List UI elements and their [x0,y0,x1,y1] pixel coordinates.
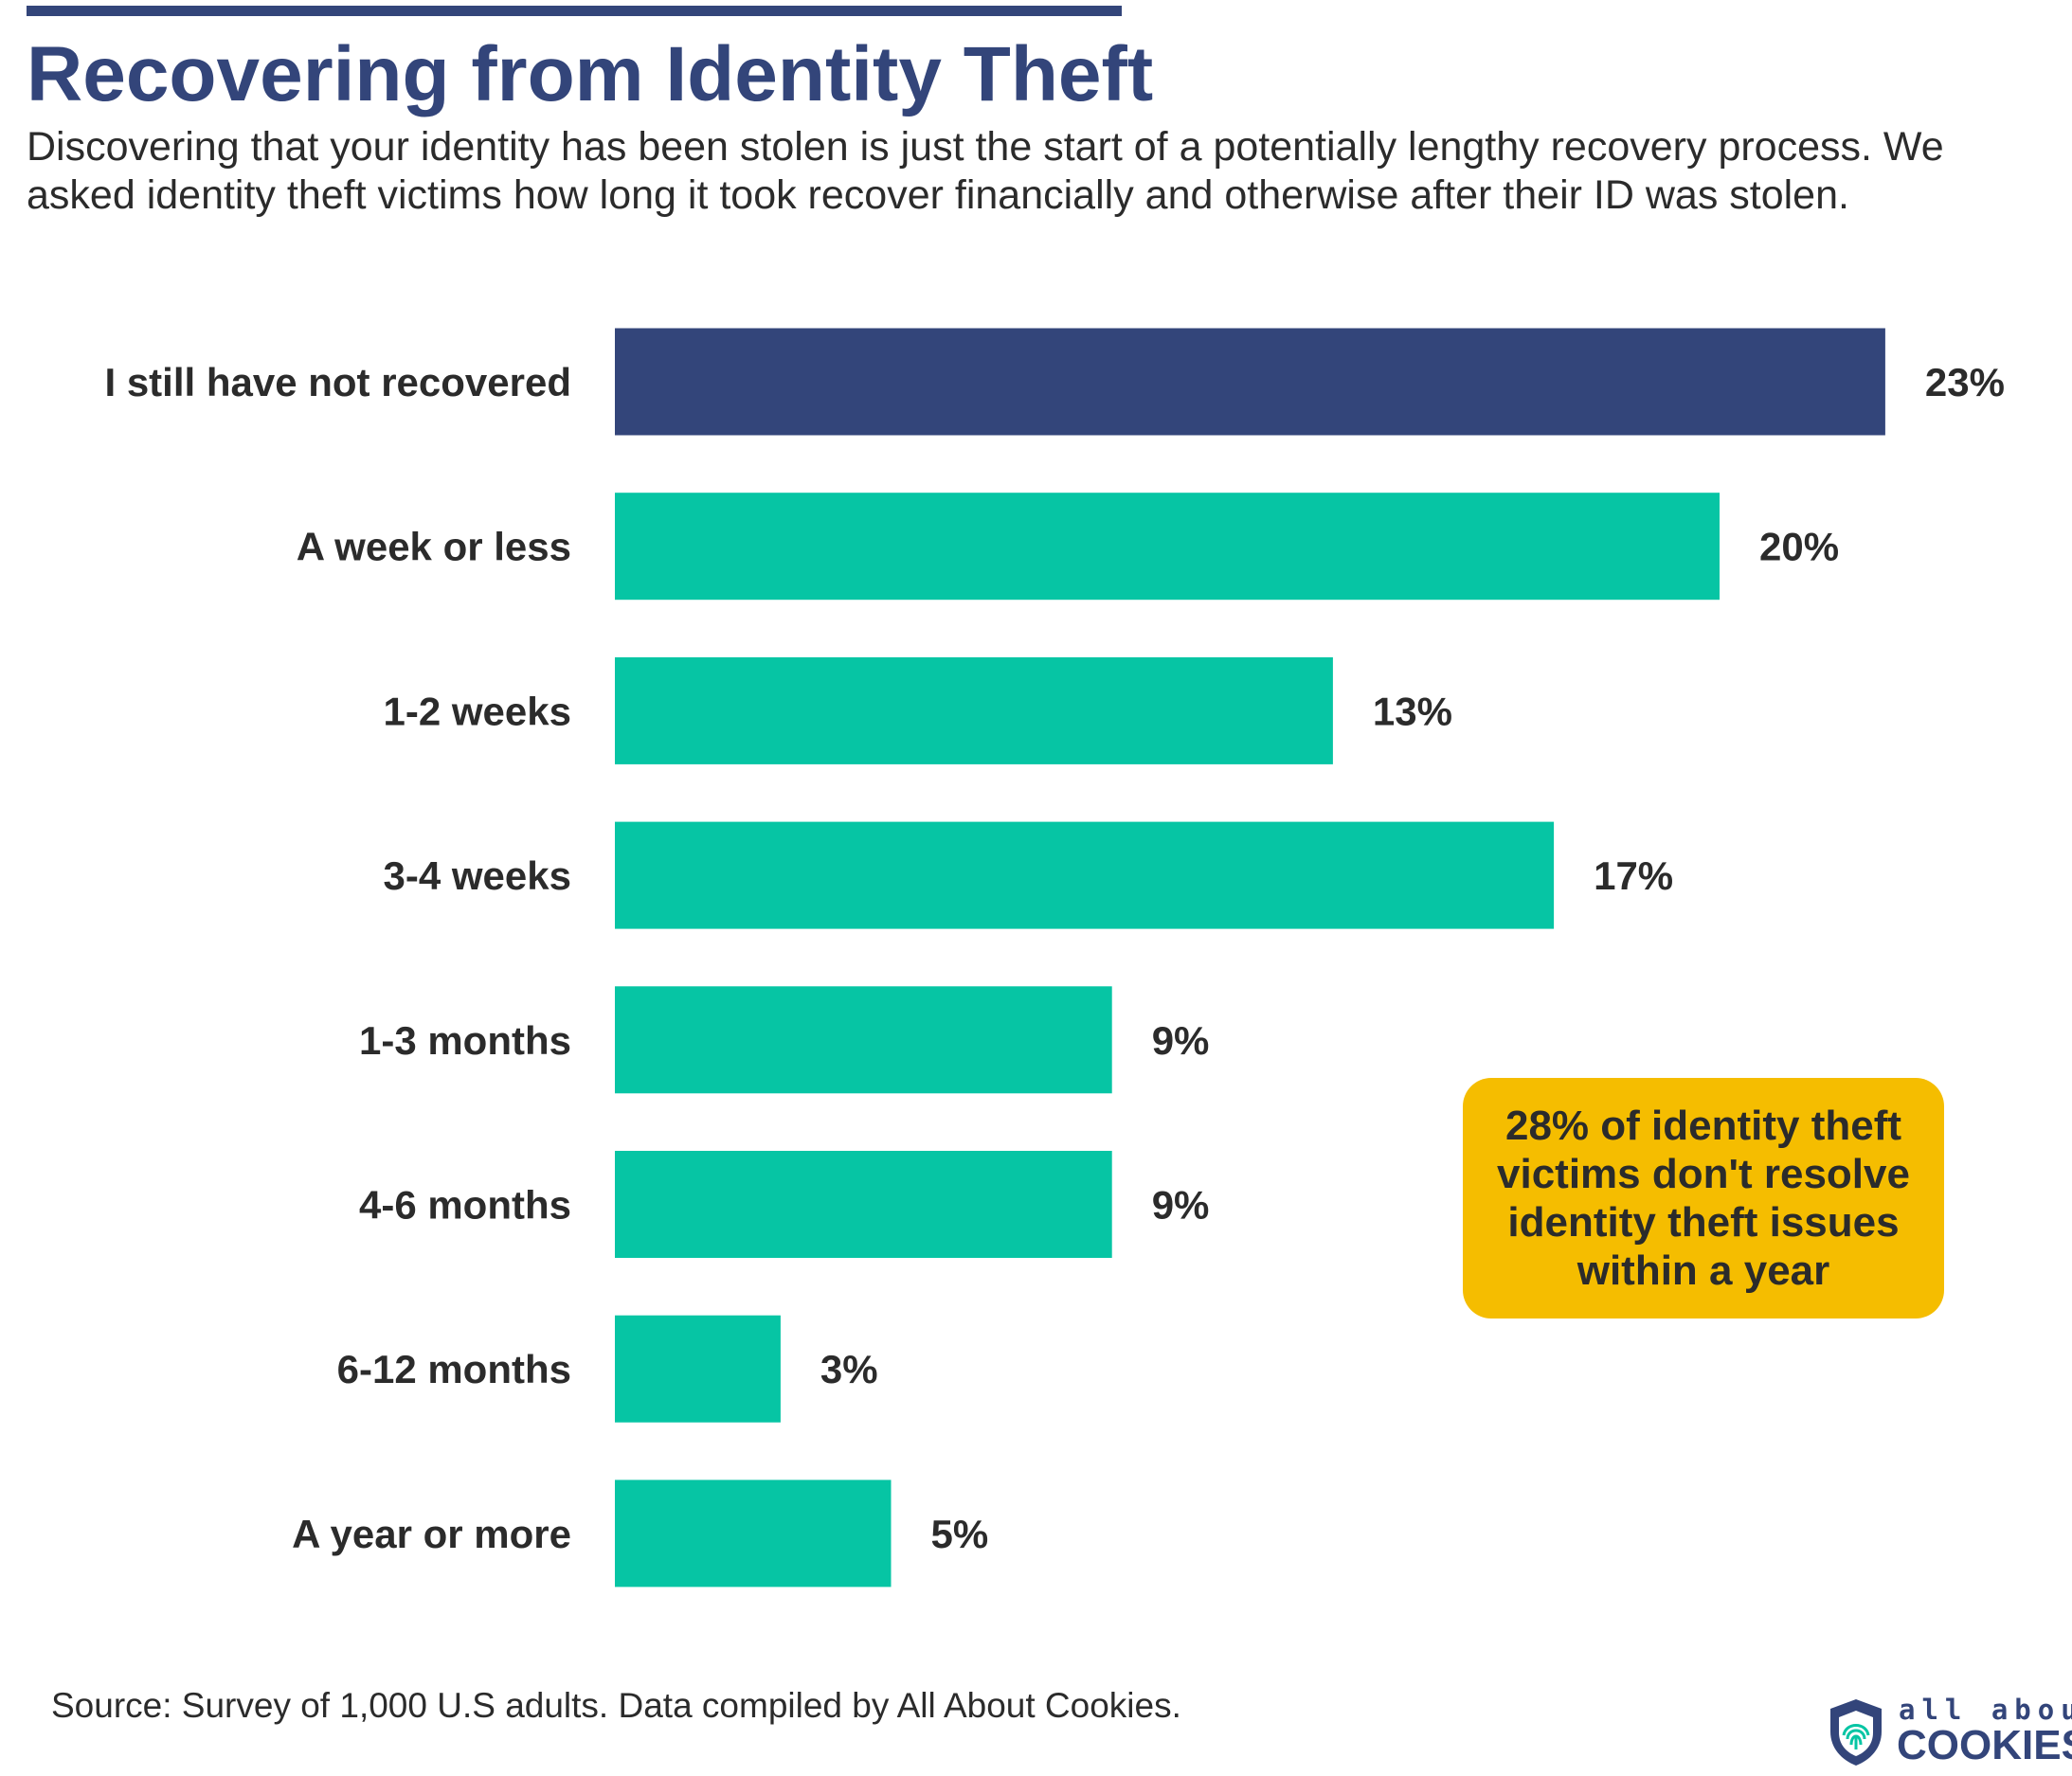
bar-1 [615,493,1720,601]
bar-2 [615,656,1333,764]
value-label: 20% [1759,525,1839,569]
chart-subtitle: Discovering that your identity has been … [27,124,1944,218]
value-label: 5% [931,1512,989,1556]
category-label: I still have not recovered [104,360,571,404]
brand-logo: all about COOKIES [1827,1695,2072,1771]
value-label: 13% [1373,689,1452,733]
bar-4 [615,986,1112,1094]
category-label: 4-6 months [359,1183,571,1228]
bar-0 [615,328,1885,436]
bar-5 [615,1151,1112,1258]
bar-6 [615,1315,781,1423]
category-label: 1-3 months [359,1018,571,1063]
bar-7 [615,1480,892,1588]
chart-title: Recovering from Identity Theft [27,31,1154,117]
callout-box: 28% of identity theft victims don't reso… [1463,1078,1944,1319]
category-label: A year or more [292,1512,571,1556]
value-label: 23% [1925,360,2005,404]
category-label: 1-2 weeks [384,689,571,733]
value-label: 9% [1152,1018,1210,1063]
shield-fingerprint-icon [1830,1699,1882,1766]
top-rule [27,6,1122,16]
source-note: Source: Survey of 1,000 U.S adults. Data… [51,1686,1181,1725]
logo-text-top: all about [1899,1694,2072,1726]
value-label: 17% [1594,853,1673,898]
bar-chart: I still have not recovered 23% A week or l… [104,328,2005,1588]
callout-text: 28% of identity theft victims don't reso… [1497,1103,1910,1294]
category-label: 3-4 weeks [384,853,571,898]
value-label: 3% [820,1347,878,1391]
category-label: 6-12 months [337,1347,571,1391]
logo-text-bottom: COOKIES [1897,1722,2072,1768]
value-label: 9% [1152,1183,1210,1228]
bar-3 [615,821,1555,929]
category-label: A week or less [297,525,571,569]
